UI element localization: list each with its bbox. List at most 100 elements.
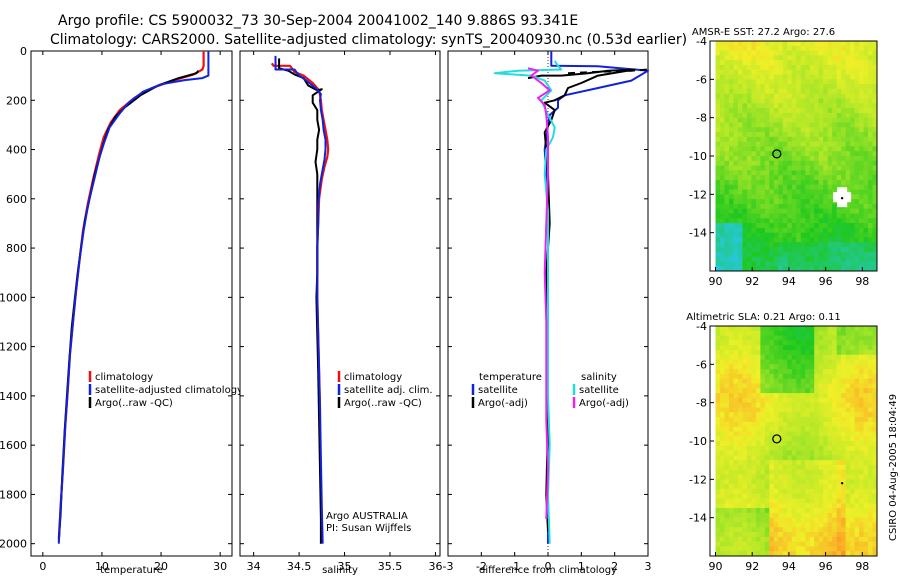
sst_map-cell (823, 117, 829, 123)
sla_map-cell (868, 508, 873, 514)
sla_map-cell (760, 498, 766, 504)
sst_map-cell (782, 251, 788, 258)
sst_map-cell (800, 251, 806, 258)
sla_map-cell (827, 532, 833, 538)
sst_map-cell (823, 79, 829, 85)
sst_map-cell (724, 232, 730, 238)
sst_map-cell (868, 108, 873, 114)
sst_map-cell (845, 122, 851, 128)
sla_map-cell (796, 493, 802, 499)
sst_map-cell (800, 175, 806, 181)
sla_map-cell (724, 417, 730, 423)
sst_map-cell (782, 117, 788, 123)
sst_map-cell (832, 108, 838, 114)
sst_map-cell (746, 141, 752, 147)
sla_map-cell (845, 498, 851, 504)
sla_map-cell (751, 326, 757, 332)
sla_map-cell (751, 369, 757, 375)
sla_map-cell (859, 436, 864, 442)
sla_map-cell (728, 498, 734, 504)
sla_map-cell (814, 464, 820, 471)
sla_map-cell (818, 464, 824, 471)
sst_map-cell (827, 117, 833, 123)
sst_map-cell (724, 227, 730, 234)
sst_map-cell (787, 55, 793, 61)
sla_map-cell (809, 412, 815, 418)
sla_map-cell (719, 373, 725, 380)
sla_map-cell (724, 359, 730, 365)
sst_map-cell (778, 189, 784, 195)
sla_map-cell (724, 378, 730, 384)
sla_map-cell (742, 536, 748, 543)
sla_map-cell (733, 493, 739, 499)
sst_map-cell (733, 227, 739, 234)
sst_map-cell (818, 88, 824, 95)
sla_map-xtick-label: 96 (819, 560, 833, 573)
sla_map-cell (733, 503, 739, 509)
sst_map-cell (845, 184, 851, 190)
sla_map-cell (832, 445, 838, 451)
sst_map-cell (868, 84, 873, 90)
temperature-xtick-label: 30 (213, 560, 227, 573)
sla_map-cell (841, 393, 846, 399)
sla_map-cell (782, 536, 788, 543)
sla_map-cell (724, 455, 730, 461)
sst_map-cell (832, 117, 838, 123)
sla_map-cell (719, 354, 725, 360)
sla_map-cell (818, 455, 824, 461)
sst_map-cell (814, 151, 820, 157)
sla_map-cell (832, 517, 838, 523)
sst_map-cell (854, 175, 860, 181)
sla_map-cell (836, 522, 842, 528)
sst_map-cell (737, 170, 743, 176)
sst_map-cell (850, 199, 855, 205)
sst_map-cell (827, 266, 833, 272)
sla_map-cell (755, 493, 761, 499)
sst_map-cell (868, 88, 873, 95)
sst_map-cell (787, 170, 793, 176)
sla_map-cell (809, 522, 815, 528)
sla_map-cell (787, 436, 793, 442)
sst_map-cell (818, 242, 824, 248)
sst_map-cell (773, 60, 779, 66)
sst_map-cell (778, 60, 784, 66)
sla_map-cell (769, 551, 775, 557)
sst_map-cell (805, 266, 811, 272)
sst_map-cell (751, 251, 757, 258)
sst_map-cell (755, 45, 761, 51)
sst_map-cell (796, 247, 802, 253)
sla_map-cell (787, 541, 793, 547)
sla_map-cell (863, 354, 869, 360)
sla_map-cell (715, 532, 721, 538)
sla_map-cell (760, 326, 766, 332)
sst_map-cell (778, 122, 784, 128)
sst_map-cell (827, 74, 833, 80)
sla_map-cell (818, 436, 824, 442)
sla_map-cell (724, 503, 730, 509)
sst_map-cell (746, 218, 752, 224)
sla_map-cell (827, 340, 833, 346)
sst_map-cell (778, 232, 784, 238)
sst_map-cell (859, 50, 864, 56)
sst_map-cell (760, 170, 766, 176)
sla_map-cell (760, 378, 766, 384)
sst_map-cell (719, 256, 725, 262)
sst_map-cell (746, 223, 752, 229)
sla_map-cell (764, 460, 770, 466)
sst_map-cell (863, 156, 869, 162)
sst_map-cell (728, 117, 734, 123)
sst_map-cell (751, 160, 757, 166)
sst_map-cell (715, 208, 721, 214)
sst_map-cell (827, 136, 833, 143)
sst_map-cell (823, 122, 829, 128)
sst_map-cell (841, 88, 846, 95)
sst_map-cell (724, 194, 730, 200)
sst_map-cell (769, 117, 775, 123)
sla_map-cell (868, 488, 873, 495)
sla_map-cell (796, 335, 802, 341)
sla_map-cell (850, 469, 855, 475)
sla_map-cell (719, 450, 725, 456)
sla_map-cell (764, 407, 770, 413)
sla_map-cell (836, 421, 842, 428)
